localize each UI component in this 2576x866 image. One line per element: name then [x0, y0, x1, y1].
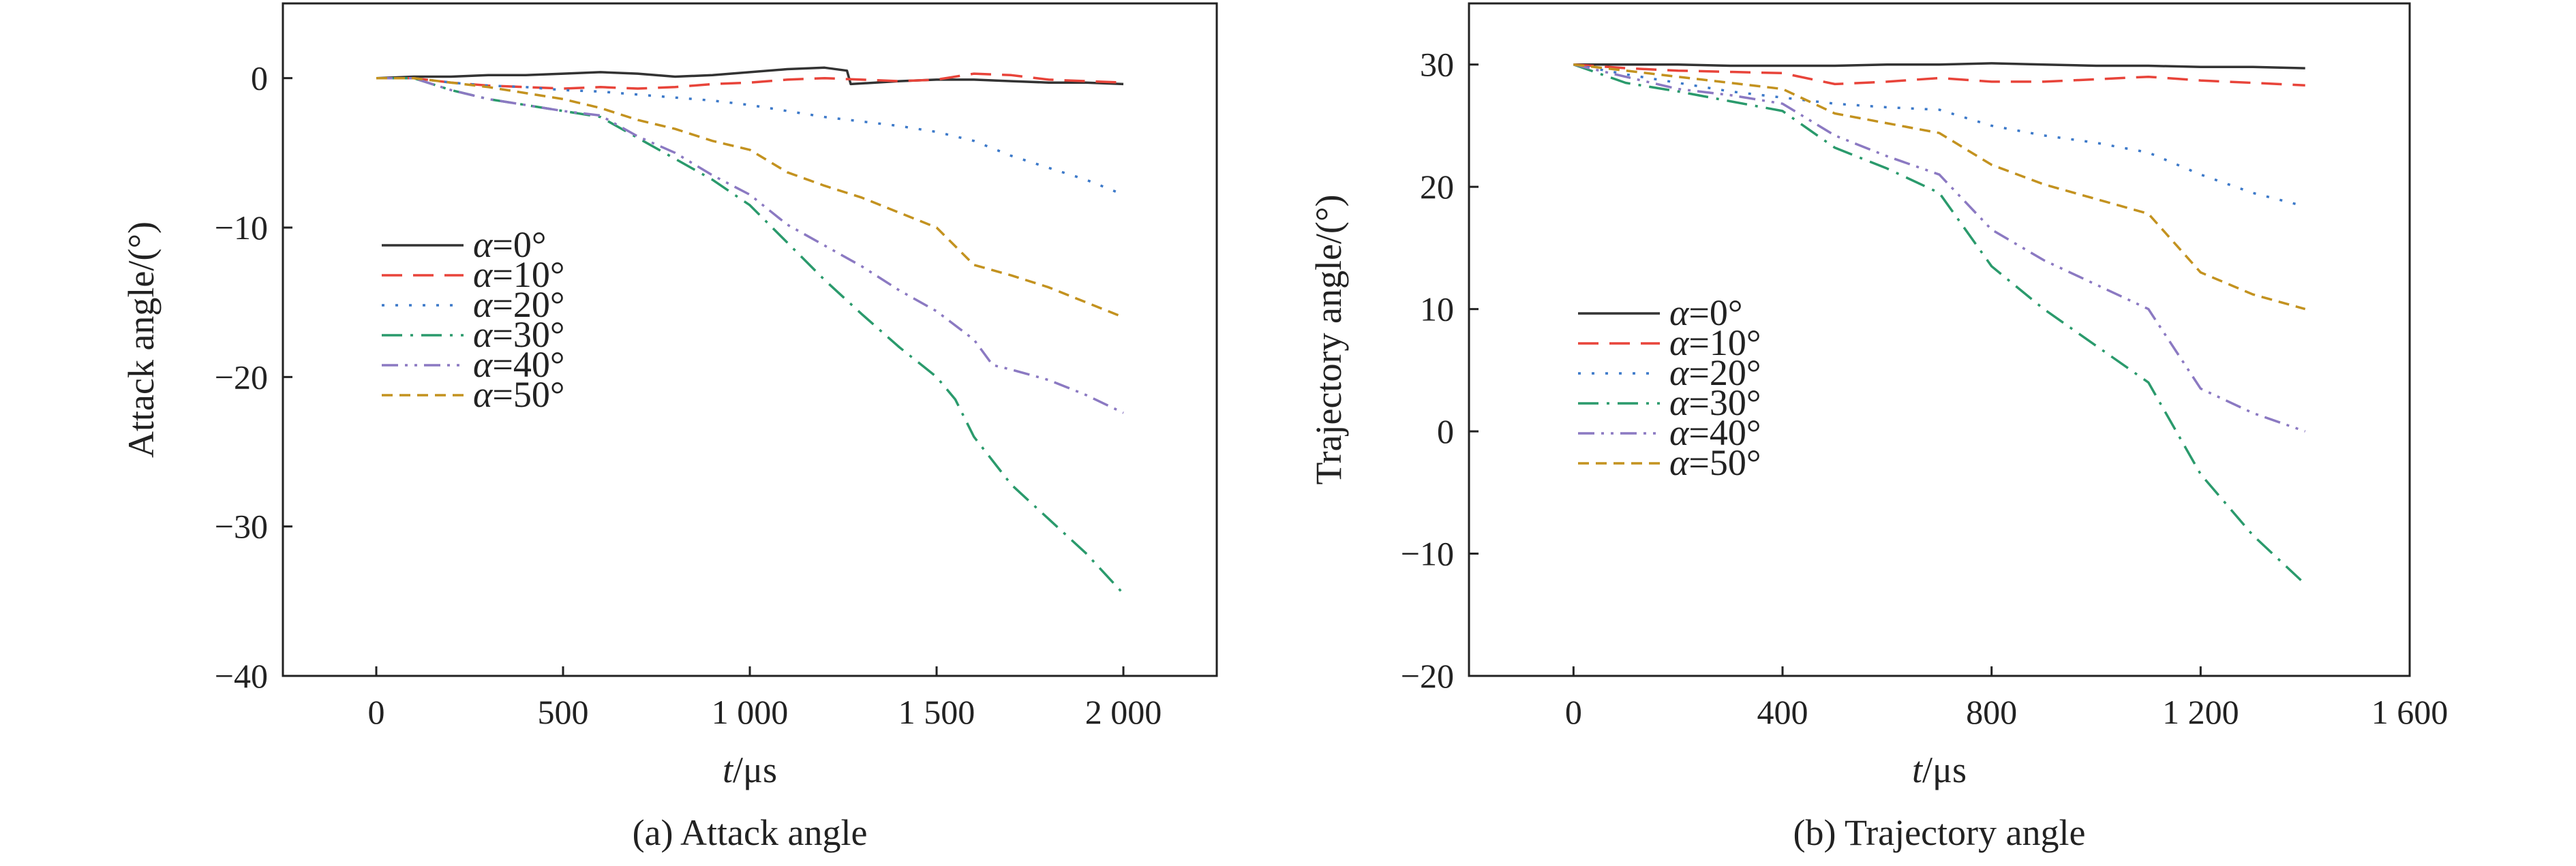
legend-entry-value: =30°	[1688, 382, 1761, 423]
legend-entry-value: =20°	[1688, 352, 1761, 393]
panel-trajectory-angle: 0 400 800 1 200 1 600 30 20 10 0 −10 −20 t/μs Trajec…	[1308, 2, 2449, 853]
legend-entry-symbol: α	[473, 344, 494, 385]
x-tick-label: 1 500	[898, 693, 975, 731]
x-tick-label: 400	[1757, 693, 1808, 731]
y-axis-label: Attack angle/(°)	[121, 221, 162, 458]
series-line-4	[376, 76, 1124, 414]
x-tick-label: 1 200	[2162, 693, 2239, 731]
legend-entry: α=50°	[1669, 442, 1761, 483]
legend-entry-value: =10°	[492, 254, 564, 295]
x-axis-label: t/μs	[1912, 749, 1967, 790]
legend-entry: α=40°	[1669, 412, 1761, 453]
series-line-0	[376, 66, 1124, 86]
series-line-0	[1573, 62, 2305, 69]
legend-entry: α=20°	[473, 284, 564, 325]
legend-entry-value: =40°	[1688, 412, 1761, 453]
legend: α=0°α=10°α=20°α=30°α=40°α=50°	[1578, 292, 1761, 483]
legend-entry-value: =40°	[492, 344, 564, 385]
legend-entry-value: =30°	[492, 314, 564, 355]
series-line-5	[376, 76, 1124, 319]
legend-entry-symbol: α	[473, 254, 494, 295]
legend-entry: α=10°	[1669, 322, 1761, 363]
plot-frame	[282, 2, 1218, 677]
y-tick-label: 0	[1437, 412, 1454, 450]
panel-caption: (a) Attack angle	[633, 812, 868, 853]
legend-entry-symbol: α	[1669, 412, 1690, 453]
series-line-5	[1573, 63, 2306, 311]
y-tick-label: 30	[1420, 46, 1454, 84]
y-tick-label: 20	[1420, 168, 1454, 206]
x-axis-label-variable: t	[1912, 749, 1924, 790]
x-axis-label-variable: t	[723, 749, 734, 790]
legend-entry-symbol: α	[473, 284, 494, 325]
legend-entry-symbol: α	[1669, 292, 1690, 333]
y-tick-label: 10	[1420, 290, 1454, 328]
series-line-2	[1573, 63, 2306, 208]
x-tick-label: 800	[1966, 693, 2017, 731]
legend-entry-symbol: α	[1669, 352, 1690, 393]
y-tick-label: −30	[215, 508, 268, 546]
legend-entry-symbol: α	[1669, 442, 1690, 483]
legend-entry-value: =20°	[492, 284, 564, 325]
x-tick-label: 0	[1565, 693, 1582, 731]
legend-entry: α=10°	[473, 254, 564, 295]
y-tick-label: −40	[215, 657, 268, 695]
y-tick-label: −10	[215, 208, 268, 247]
legend-entry-value: =10°	[1688, 322, 1761, 363]
series-line-2	[376, 76, 1124, 196]
x-tick-label: 1 000	[712, 693, 789, 731]
y-axis-label: Trajectory angle/(°)	[1308, 195, 1349, 485]
legend-entry-symbol: α	[1669, 322, 1690, 363]
legend-entry-symbol: α	[1669, 382, 1690, 423]
x-tick-label: 2 000	[1085, 693, 1162, 731]
panel-attack-angle: 0 500 1 000 1 500 2 000 0 −10 −20 −30 −40 t/μs Atta…	[121, 2, 1218, 853]
plot-frame	[1468, 2, 2411, 677]
legend-entry-symbol: α	[473, 314, 494, 355]
x-axis-label: t/μs	[723, 749, 777, 790]
y-tick-label: 0	[251, 59, 268, 97]
legend: α=0°α=10°α=20°α=30°α=40°α=50°	[382, 224, 564, 415]
legend-entry: α=40°	[473, 344, 564, 385]
legend-entry: α=30°	[1669, 382, 1761, 423]
legend-entry-value: =0°	[492, 224, 546, 265]
legend-entry: α=50°	[473, 374, 564, 415]
legend-entry: α=20°	[1669, 352, 1761, 393]
y-tick-label: −20	[1401, 657, 1454, 695]
legend-entry-value: =0°	[1688, 292, 1742, 333]
legend-entry: α=0°	[1669, 292, 1742, 333]
x-axis-label-unit: /μs	[1922, 749, 1967, 790]
y-tick-label: −20	[215, 358, 268, 396]
x-tick-label: 1 600	[2372, 693, 2449, 731]
panel-caption: (b) Trajectory angle	[1793, 812, 2086, 853]
y-tick-label: −10	[1401, 535, 1454, 573]
series-line-3	[1573, 63, 2306, 585]
legend-entry-symbol: α	[473, 224, 494, 265]
x-tick-label: 0	[368, 693, 385, 731]
legend-entry-value: =50°	[492, 374, 564, 415]
legend-entry: α=0°	[473, 224, 546, 265]
series-line-4	[1573, 63, 2306, 433]
x-tick-label: 500	[538, 693, 589, 731]
legend-entry: α=30°	[473, 314, 564, 355]
series-line-1	[1573, 63, 2305, 87]
legend-entry-value: =50°	[1688, 442, 1761, 483]
legend-entry-symbol: α	[473, 374, 494, 415]
x-axis-label-unit: /μs	[733, 749, 777, 790]
